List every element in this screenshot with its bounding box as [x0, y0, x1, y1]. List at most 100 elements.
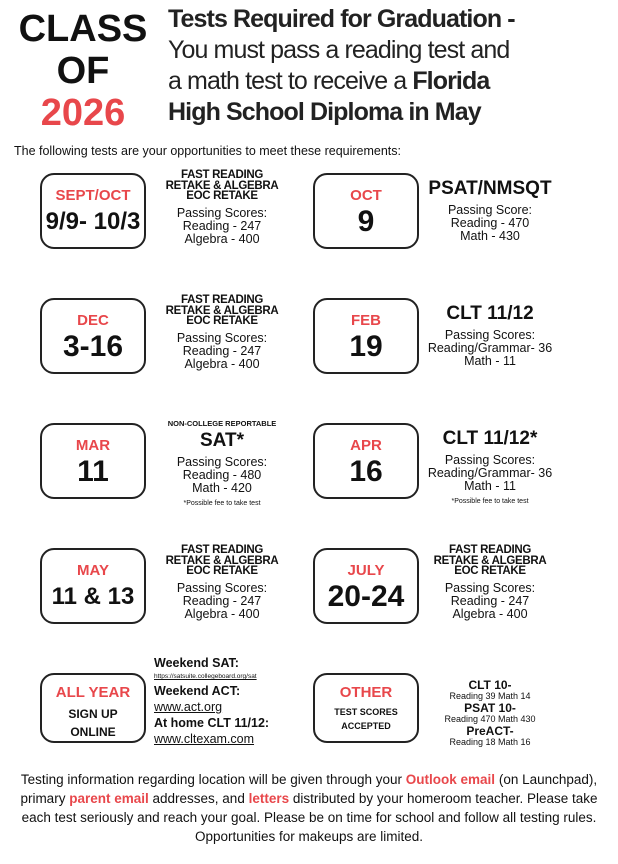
footer: Testing information regarding location w…: [12, 770, 606, 846]
test-info: NON-COLLEGE REPORTABLE SAT* Passing Scores…: [137, 419, 307, 507]
test-name: RETAKE & ALGEBRA: [165, 179, 279, 192]
test-name: EOC RETAKE: [186, 565, 258, 577]
passing-label: Passing Score:: [447, 203, 533, 217]
passing-score: Math - 420: [192, 481, 252, 495]
passing-label: Passing Scores:: [176, 205, 268, 220]
title: Tests Required for Graduation - You must…: [168, 4, 608, 128]
date-box: FEB 19: [313, 298, 419, 374]
date-box: OTHER TEST SCORES ACCEPTED: [313, 673, 419, 743]
date-box: MAR 11: [40, 423, 146, 499]
test-name: FAST READING: [180, 294, 263, 306]
test-name: FAST READING: [180, 544, 263, 556]
date-box: JULY 20-24: [313, 548, 419, 624]
class-line: OF: [56, 50, 110, 92]
test-name: CLT 11/12*: [442, 428, 538, 449]
date: 9: [357, 205, 375, 238]
month: MAR: [75, 437, 111, 454]
link-url: www.act.org: [154, 700, 223, 714]
test-name: CLT 10-: [468, 678, 512, 692]
box-line: TEST SCORES: [334, 707, 398, 717]
passing-score: Reading/Grammar- 36: [427, 341, 553, 355]
footer-text: distributed by your homeroom teacher. Pl…: [21, 791, 598, 844]
passing-score: Algebra - 400: [184, 231, 260, 246]
month: OCT: [350, 187, 382, 204]
test-info: PSAT/NMSQT Passing Score: Reading - 470 Mat…: [405, 177, 575, 243]
footer-highlight: Outlook email: [405, 772, 496, 787]
passing-score: Math - 11: [464, 354, 516, 368]
passing-score: Reading - 247: [182, 218, 262, 233]
passing-score: Math - 430: [460, 229, 520, 243]
test-name: RETAKE & ALGEBRA: [165, 304, 279, 317]
test-scores: Reading 39 Math 14: [449, 691, 531, 701]
test-info: CLT 11/12 Passing Scores: Reading/Grammar-…: [405, 302, 575, 368]
month: MAY: [77, 562, 109, 579]
link-label: Weekend ACT:: [154, 684, 241, 698]
date-box: ALL YEAR SIGN UP ONLINE: [40, 673, 146, 743]
passing-score: Reading - 247: [182, 343, 262, 358]
box-line: ACCEPTED: [341, 721, 391, 731]
link-label: At home CLT 11/12:: [154, 716, 270, 730]
date: 11: [77, 455, 109, 488]
month: ALL YEAR: [55, 684, 131, 701]
month: OTHER: [339, 684, 393, 701]
passing-score: Math - 11: [464, 479, 516, 493]
date: 3-16: [62, 330, 124, 363]
date: 20-24: [327, 580, 405, 613]
passing-label: Passing Scores:: [444, 328, 536, 342]
test-name: FAST READING: [448, 544, 531, 556]
footer-highlight: parent email: [69, 791, 149, 806]
test-name: FAST READING: [180, 169, 263, 181]
title-line: Tests Required for Graduation -: [168, 5, 516, 33]
date-box: APR 16: [313, 423, 419, 499]
passing-score: Reading - 247: [182, 593, 262, 608]
links: Weekend SAT: https://satsuite.collegeboar…: [154, 655, 304, 747]
test-name: EOC RETAKE: [186, 315, 258, 327]
scores-list: CLT 10- Reading 39 Math 14 PSAT 10- Reading…: [405, 679, 575, 748]
title-line: a math test to receive a: [168, 67, 407, 95]
month: DEC: [77, 312, 109, 329]
pre-label: NON-COLLEGE REPORTABLE: [167, 419, 277, 428]
passing-score: Reading - 470: [450, 216, 530, 230]
passing-label: Passing Scores:: [176, 330, 268, 345]
passing-label: Passing Scores:: [176, 580, 268, 595]
date: 11 & 13: [51, 583, 135, 610]
date-box: DEC 3-16: [40, 298, 146, 374]
title-emphasis: Florida: [412, 67, 490, 95]
test-name: RETAKE & ALGEBRA: [165, 554, 279, 567]
date: 19: [349, 330, 383, 363]
box-line: SIGN UP: [68, 707, 118, 721]
test-name: EOC RETAKE: [186, 190, 258, 202]
test-info: FAST READING RETAKE & ALGEBRA EOC RETAKE Pa…: [137, 295, 307, 371]
test-info: FAST READING RETAKE & ALGEBRA EOC RETAKE Pa…: [137, 170, 307, 246]
note: *Possible fee to take test: [451, 498, 529, 505]
passing-label: Passing Scores:: [444, 580, 536, 595]
title-line: You must pass a reading test and: [168, 36, 510, 64]
passing-score: Reading/Grammar- 36: [427, 466, 553, 480]
month: JULY: [347, 562, 385, 579]
test-info: FAST READING RETAKE & ALGEBRA EOC RETAKE Pa…: [137, 545, 307, 621]
passing-score: Algebra - 400: [452, 606, 528, 621]
footer-text: addresses, and: [152, 791, 245, 806]
date-box: SEPT/OCT 9/9- 10/3: [40, 173, 146, 249]
passing-score: Algebra - 400: [184, 606, 260, 621]
date: 16: [349, 455, 383, 488]
passing-label: Passing Scores:: [444, 453, 536, 467]
test-name: PSAT/NMSQT: [428, 178, 552, 199]
test-info: FAST READING RETAKE & ALGEBRA EOC RETAKE Pa…: [405, 545, 575, 621]
footer-text: (on Launchpad), primary: [20, 772, 598, 806]
link-url: www.cltexam.com: [154, 732, 255, 746]
test-scores: Reading 18 Math 16: [449, 737, 531, 747]
footer-highlight: letters: [248, 791, 290, 806]
passing-score: Reading - 247: [450, 593, 530, 608]
month: SEPT/OCT: [55, 187, 131, 204]
test-info: CLT 11/12* Passing Scores: Reading/Grammar…: [405, 427, 575, 505]
date: 9/9- 10/3: [45, 208, 141, 235]
passing-score: Reading - 480: [182, 468, 262, 482]
footer-text: Testing information regarding location w…: [20, 772, 403, 787]
test-name: RETAKE & ALGEBRA: [433, 554, 547, 567]
box-line: ONLINE: [70, 725, 116, 739]
month: FEB: [351, 312, 381, 329]
date-box: OCT 9: [313, 173, 419, 249]
test-name: CLT 11/12: [446, 303, 534, 324]
